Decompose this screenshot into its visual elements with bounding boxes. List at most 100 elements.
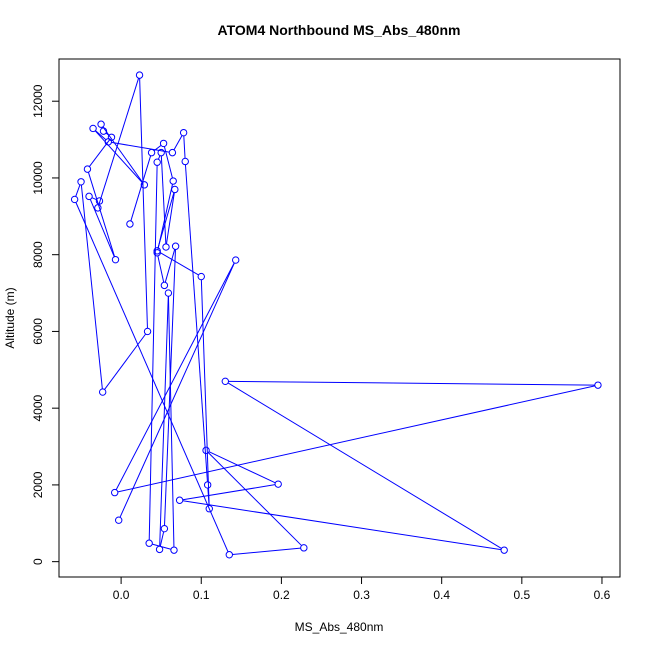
x-tick-label: 0.0 bbox=[113, 588, 130, 602]
data-point bbox=[99, 127, 108, 135]
series-segment bbox=[207, 488, 210, 506]
data-point bbox=[95, 197, 104, 205]
series-segment bbox=[89, 199, 115, 257]
series-segment bbox=[157, 155, 161, 160]
data-point bbox=[70, 195, 79, 204]
y-tick-label: 8000 bbox=[31, 241, 45, 268]
data-point bbox=[143, 327, 152, 336]
series-segment bbox=[104, 333, 147, 390]
data-point bbox=[159, 139, 168, 148]
data-point bbox=[153, 247, 161, 255]
data-point bbox=[197, 272, 205, 281]
data-point bbox=[162, 243, 170, 251]
data-point bbox=[115, 516, 123, 524]
data-point bbox=[98, 388, 107, 396]
series-segment bbox=[94, 130, 143, 183]
series-segment bbox=[160, 155, 167, 244]
data-point bbox=[221, 377, 229, 386]
data-point bbox=[111, 255, 120, 264]
series-segment bbox=[80, 184, 103, 389]
data-point bbox=[126, 220, 134, 228]
chart-title: ATOM4 Northbound MS_Abs_480nm bbox=[218, 22, 461, 38]
data-point bbox=[85, 192, 93, 201]
data-point bbox=[170, 546, 178, 554]
x-axis-label: MS_Abs_480nm bbox=[295, 620, 384, 634]
data-point bbox=[153, 158, 161, 166]
data-point bbox=[171, 242, 180, 250]
y-tick-label: 4000 bbox=[31, 395, 45, 422]
series-segment bbox=[164, 249, 176, 283]
data-point bbox=[77, 178, 85, 186]
series-segment bbox=[75, 184, 81, 197]
data-point bbox=[89, 124, 97, 133]
data-point bbox=[175, 496, 184, 504]
series-segment bbox=[115, 262, 235, 490]
x-tick-label: 0.6 bbox=[594, 588, 611, 602]
data-point bbox=[202, 446, 210, 455]
data-point bbox=[147, 148, 156, 157]
series-segment bbox=[157, 192, 175, 248]
data-point bbox=[153, 249, 161, 257]
data-point bbox=[83, 165, 92, 173]
data-point bbox=[594, 381, 602, 389]
series-segment bbox=[87, 172, 116, 257]
x-axis: 0.0 0.1 0.2 0.3 0.4 0.5 0.6 bbox=[113, 576, 611, 602]
series-segment bbox=[159, 252, 199, 276]
series-segment bbox=[75, 202, 229, 553]
series-segment bbox=[111, 141, 170, 153]
x-tick-label: 0.2 bbox=[273, 588, 290, 602]
data-point bbox=[179, 128, 188, 137]
data-point bbox=[94, 204, 102, 212]
series-segment bbox=[182, 484, 276, 501]
data-point bbox=[274, 480, 282, 488]
data-point bbox=[169, 177, 177, 185]
series-segment bbox=[183, 135, 186, 159]
y-tick-label: 0 bbox=[31, 558, 45, 565]
series-segment bbox=[159, 531, 165, 547]
x-tick-label: 0.4 bbox=[433, 588, 450, 602]
data-point bbox=[140, 181, 149, 189]
data-point bbox=[300, 544, 308, 552]
data-point bbox=[203, 481, 212, 489]
data-point bbox=[110, 488, 119, 497]
data-point bbox=[164, 289, 173, 297]
series-segment bbox=[182, 500, 502, 551]
data-point bbox=[168, 148, 177, 157]
data-point bbox=[97, 120, 105, 128]
x-tick-label: 0.5 bbox=[513, 588, 530, 602]
y-axis: 0 2000 4000 6000 8000 10000 12000 bbox=[31, 84, 60, 565]
series-segment bbox=[165, 192, 175, 244]
series-segment bbox=[157, 255, 165, 283]
series-segment bbox=[232, 547, 301, 555]
series-segment bbox=[95, 130, 107, 141]
series-segment bbox=[98, 78, 140, 205]
series-lines bbox=[75, 78, 595, 555]
data-point bbox=[160, 524, 169, 533]
y-tick-label: 10000 bbox=[31, 161, 45, 195]
data-point bbox=[500, 546, 508, 554]
series-segment bbox=[228, 380, 595, 386]
data-point bbox=[145, 539, 153, 547]
y-tick-label: 12000 bbox=[31, 84, 45, 118]
y-tick-label: 2000 bbox=[31, 471, 45, 498]
series-segment bbox=[200, 279, 210, 506]
x-tick-label: 0.1 bbox=[193, 588, 210, 602]
x-tick-label: 0.3 bbox=[353, 588, 370, 602]
series-segment bbox=[173, 135, 183, 151]
data-point bbox=[107, 133, 116, 141]
series-segment bbox=[119, 262, 235, 518]
data-point bbox=[225, 551, 234, 559]
data-point bbox=[135, 71, 144, 79]
data-point bbox=[181, 157, 189, 166]
series-segment bbox=[139, 78, 148, 329]
series-segment bbox=[148, 165, 158, 541]
series-segment bbox=[91, 197, 97, 201]
series-points bbox=[70, 71, 602, 559]
y-axis-label: Altitude (m) bbox=[3, 287, 17, 348]
series-segment bbox=[117, 385, 595, 493]
series-segment bbox=[105, 132, 110, 136]
series-segment bbox=[102, 126, 143, 183]
series-segment bbox=[208, 451, 276, 484]
series-segment bbox=[159, 296, 169, 547]
